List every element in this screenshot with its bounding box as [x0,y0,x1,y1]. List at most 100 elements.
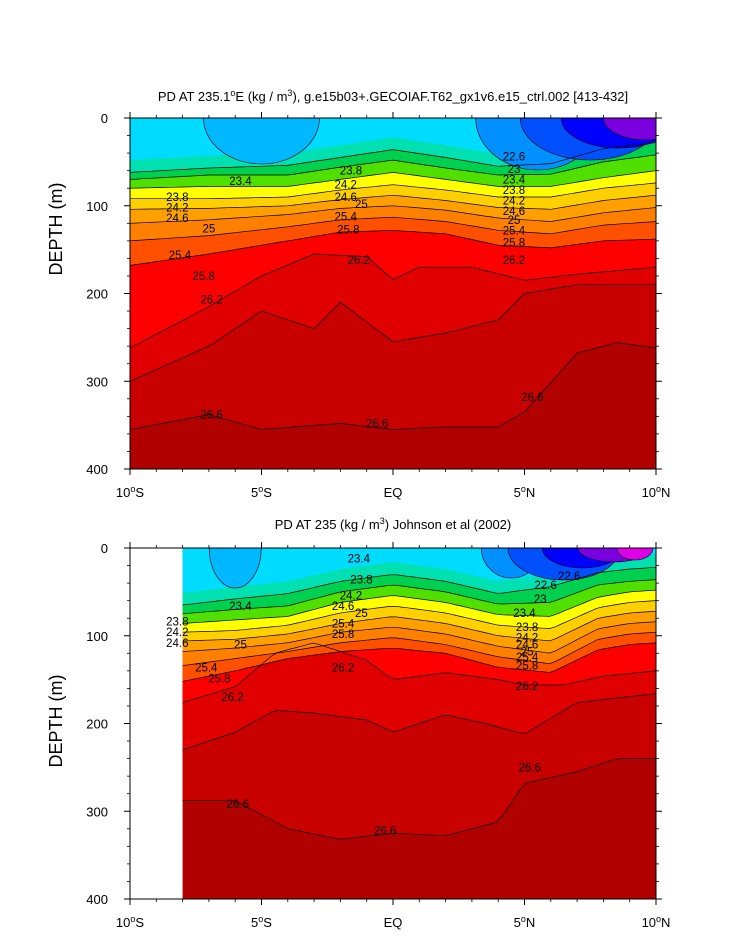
panel-2-y-tick-label: 0 [101,541,108,556]
panel-2-y-tick-label: 200 [86,717,108,732]
panel-2-plot-area [182,548,656,899]
panel-2-contour-label: 25.8 [516,661,538,673]
panel-1-y-tick-label: 0 [101,111,108,126]
panel-1-isopycnal-25.8 [130,229,656,266]
panel-1-isopycnal-23 [130,142,656,173]
panel-2-x-tick-label: 5oS [251,914,272,930]
panel-2-contour-label: 24.2 [340,590,362,602]
panel-2-contour-label: 24.6 [166,638,188,650]
panel-2-contour-label: 23.8 [350,575,372,587]
panel-1-contour-label: 24.2 [334,180,356,192]
panel-2-contour-label: 25.8 [208,674,230,686]
panel-1-contour-label: 26.2 [348,255,370,267]
panel-1-isopycnal-26.6 [130,342,656,430]
panel-2-contour-label: 26.2 [221,692,243,704]
panel-2-contour-label: 26.2 [332,662,354,674]
panel-2-isopycnal-25 [182,621,656,654]
panel-2-x-tick-label: 5oN [514,914,536,930]
panel-2-contour-labels: 23.423.423.824.224.6 2525.425.826.223.824… [166,554,580,838]
panel-2-contour-label: 24.6 [516,640,538,652]
panel-2-contour-label: 26.6 [374,826,396,838]
panel-1: PD AT 235.1oE (kg / m3), g.e15b03+.GECOI… [46,88,670,500]
panel-2-contour-label: 25.4 [195,662,218,674]
panel-1-isopycnal-25 [130,205,656,224]
panel-1-plot-area [130,118,656,469]
panel-2-x-tick-label: 10oN [642,914,671,930]
panel-2-contour-label: 26.2 [516,681,538,693]
panel-1-y-tick-label: 400 [86,462,108,477]
panel-1-contour-label: 23.4 [229,176,252,188]
panel-1-contour-label: 25 [203,224,216,236]
panel-1-contour-label: 25.8 [192,271,214,283]
panel-2-contour-label: 24.2 [166,627,188,639]
panel-2-contour-label: 25.8 [332,629,354,641]
panel-1-contour-label: 26.6 [521,392,543,404]
panel-2-isopycnal-23.8 [182,589,656,624]
panel-2-y-tick-label: 100 [86,629,108,644]
panel-1-contour-label: 25.4 [334,211,357,223]
panel-1-contour-label: 26.6 [200,410,222,422]
panel-1-contour-label: 25 [508,215,521,227]
panel-1-isopycnal-23.4 [130,154,656,180]
panel-2-contour-label: 23.4 [348,554,371,566]
panel-1-axes: 0 100 200 300 400 10oS 5oS EQ 5oN 10oN [86,111,670,500]
panel-1-contour-label: 25.4 [169,250,192,262]
panel-2-contour-label: 22.6 [558,571,580,583]
panel-2-isopycnal-26.4 [182,693,656,751]
panel-2-contour-label: 25 [521,647,534,659]
panel-2-x-tick-label: EQ [384,915,403,930]
panel-1-isopycnal-26.4 [130,284,656,382]
panel-1-y-tick-label: 100 [86,199,108,214]
panel-1-isopycnal-24.2 [130,182,656,200]
panel-2-contour-label: 25.4 [332,618,355,630]
panel-2-title: PD AT 235 (kg / m3) Johnson et al (2002) [275,516,512,532]
panel-2-blob-south [208,548,262,589]
panel-1-contour-label: 25.8 [503,238,525,250]
panel-2-contour-label: 25.4 [516,652,539,664]
panel-2-contour-label: 25 [355,608,368,620]
panel-2-blob-north-5 [616,548,654,561]
panel-1-contour-label: 24.6 [166,213,188,225]
panel-1-title: PD AT 235.1oE (kg / m3), g.e15b03+.GECOI… [158,88,628,104]
panel-2-contour-label: 24.6 [332,601,354,613]
panel-1-y-tick-label: 200 [86,287,108,302]
panel-2-contour-label: 23 [534,594,547,606]
panel-2-isopycnal-26.2 [182,642,656,703]
panel-2-isopycnal-23.4 [182,579,656,615]
panel-2-contour-label: 23.4 [229,601,252,613]
panel-2-contour-label: 23.8 [166,617,188,629]
panel-2-contour-label: 25 [234,640,247,652]
panel-1-contour-label: 26.2 [200,295,222,307]
panel-2-isopycnal-26.6 [182,758,656,840]
panel-2-x-tick-label: 10oS [116,914,144,930]
panel-1-contour-label: 23.4 [503,174,526,186]
panel-1-contour-label: 24.6 [334,192,356,204]
panel-2: PD AT 235 (kg / m3) Johnson et al (2002)… [46,516,671,930]
panel-1-contour-label: 23 [508,164,521,176]
panel-1-contour-label: 25.4 [503,225,526,237]
panel-1-contour-label: 26.6 [366,418,388,430]
panel-1-blob-south [203,118,320,165]
panel-1-isopycnal-25.4 [130,216,656,242]
panel-2-isopycnal-24.2 [182,600,656,633]
panel-1-x-tick-label: 10oN [642,484,671,500]
panel-1-contour-labels: 23.423.824.224.62525.425.826.223.824.224… [166,152,543,431]
panel-2-contour-label: 24.2 [516,633,538,645]
panel-1-x-tick-label: 5oN [514,484,536,500]
panel-1-contour-label: 24.2 [166,203,188,215]
panel-2-isopycnal-25.4 [182,631,656,666]
panel-2-y-axis-label: DEPTH (m) [46,675,66,768]
panel-2-contour-label: 23.8 [516,622,538,634]
panel-2-contour-label: 26.6 [519,762,541,774]
panel-2-isopycnal-24.6 [182,610,656,642]
panel-1-contour-label: 23.8 [503,185,525,197]
panel-1-contour-label: 24.6 [503,206,525,218]
panel-1-contour-label: 25.8 [337,224,359,236]
panel-2-y-tick-label: 300 [86,804,108,819]
panel-1-isopycnal-26.2 [130,253,656,349]
panel-2-isopycnal-23 [182,566,656,606]
panel-1-contour-label: 26.2 [503,255,525,267]
panel-1-isopycnal-24.6 [130,194,656,210]
panel-1-x-tick-label: 5oS [251,484,272,500]
